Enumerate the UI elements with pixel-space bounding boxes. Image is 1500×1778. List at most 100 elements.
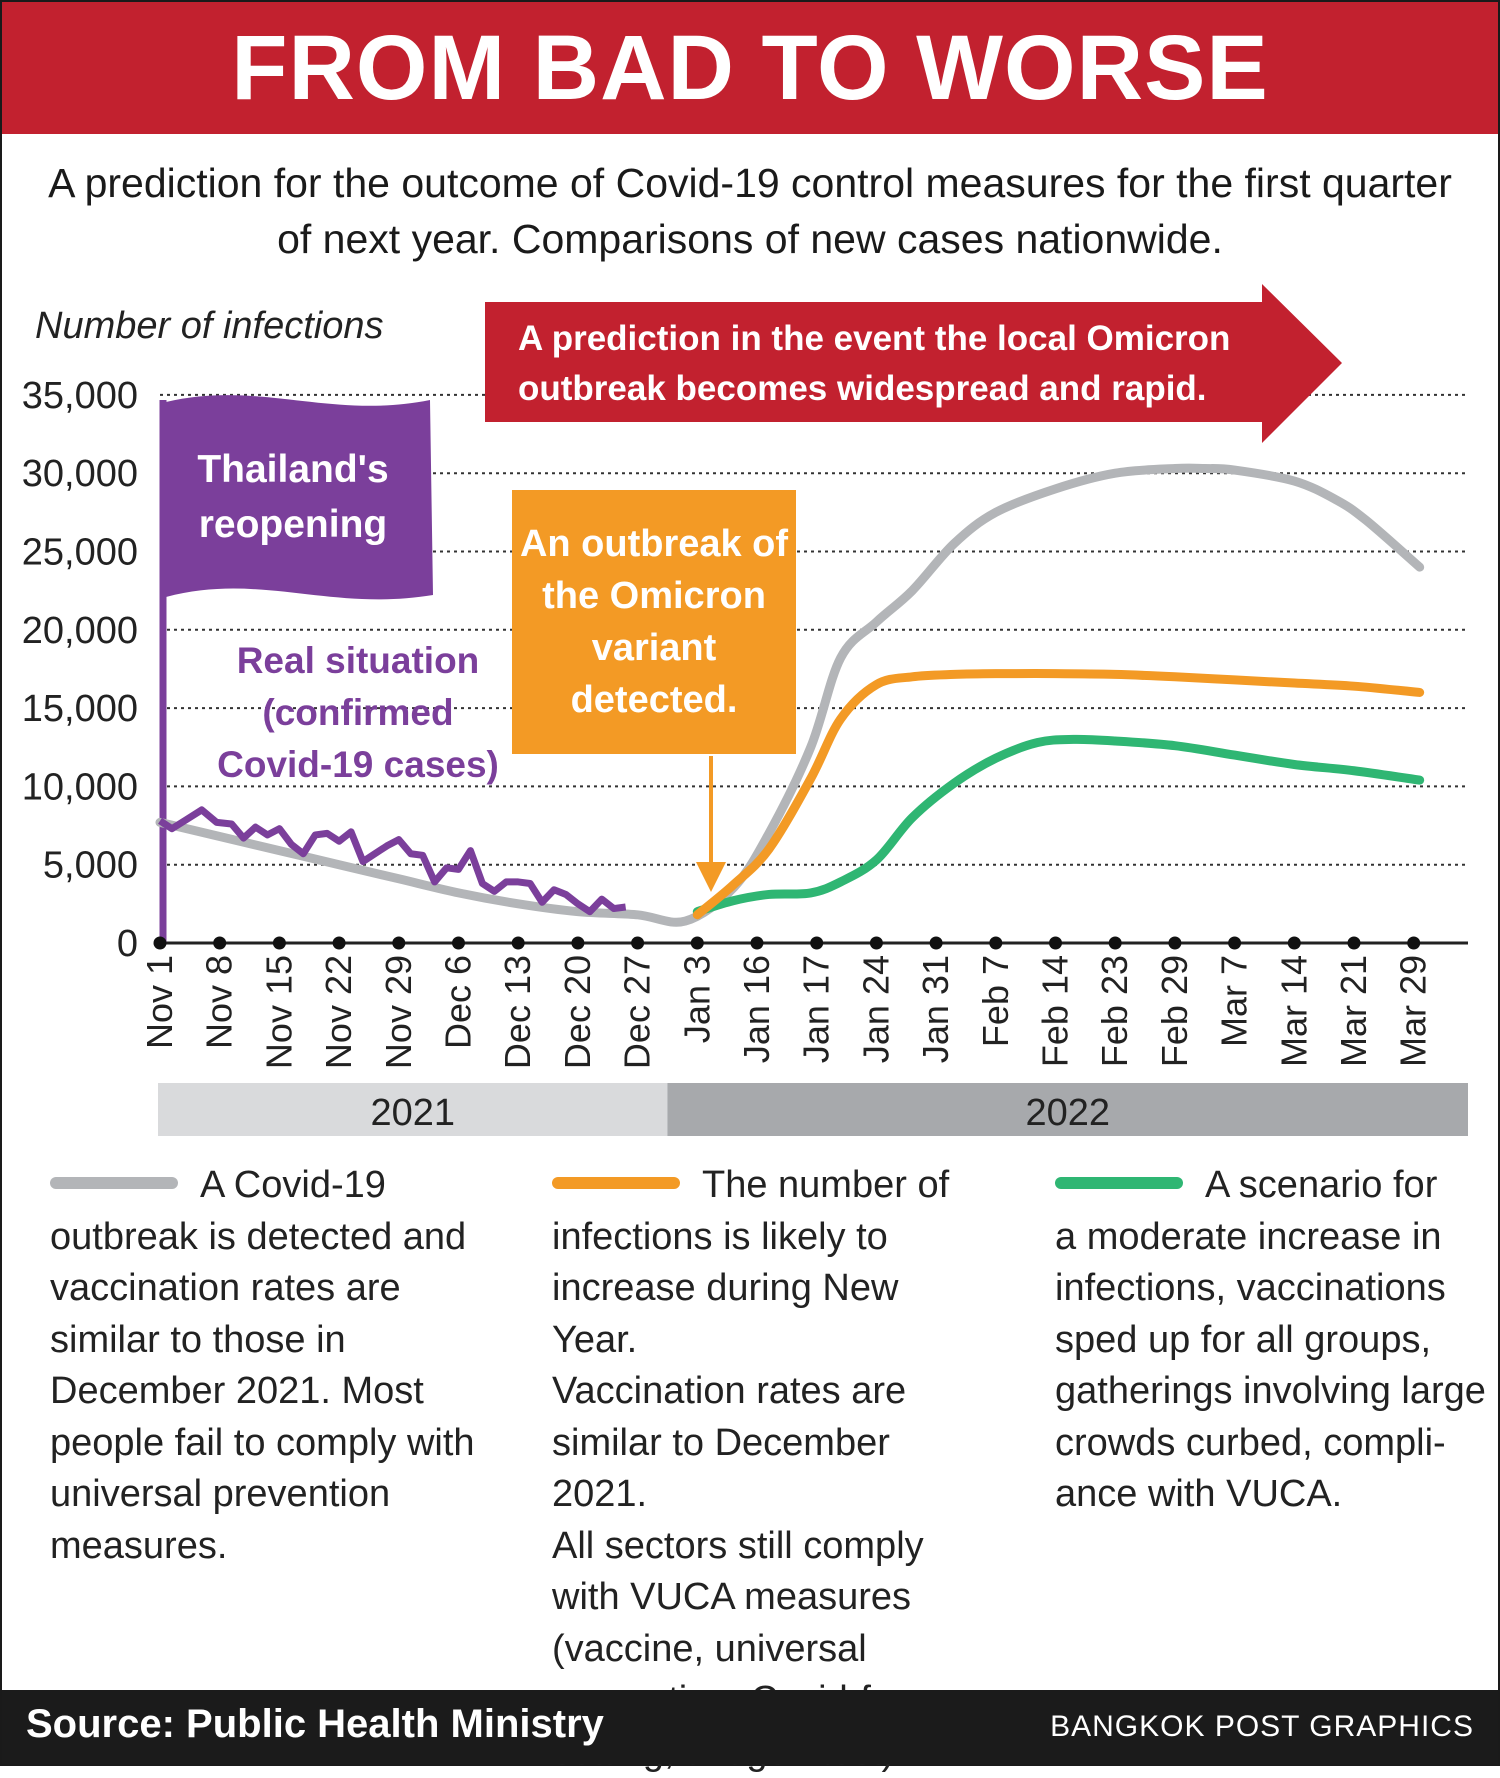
x-tick-group: Mar 14 [1273, 955, 1314, 1067]
x-tick-group: Mar 21 [1333, 955, 1374, 1067]
legend-line: sped up for all groups, [1055, 1315, 1495, 1367]
y-tick-label: 15,000 [22, 688, 138, 730]
x-tick-label: Jan 24 [855, 955, 896, 1063]
arrow-banner-text: A prediction in the event the local Omic… [518, 319, 1230, 358]
x-tick-group: Nov 8 [199, 955, 240, 1049]
legend-orange-first: The number of [702, 1164, 949, 1206]
x-tick-dot [571, 937, 584, 950]
x-tick-group: Dec 20 [557, 955, 598, 1069]
legend-line: a moderate increase in [1055, 1212, 1495, 1264]
legend-line: December 2021. Most [50, 1366, 490, 1418]
x-tick-group: Nov 22 [318, 955, 359, 1069]
legend-green-first: A scenario for [1205, 1164, 1437, 1206]
legend-line: Vaccination rates are [552, 1366, 992, 1418]
year-label: 2022 [1025, 1092, 1110, 1134]
x-tick-label: Mar 29 [1393, 955, 1434, 1067]
x-tick-label: Dec 20 [557, 955, 598, 1069]
omicron-box-text: the Omicron [542, 575, 766, 617]
x-tick-dot [213, 937, 226, 950]
x-tick-group: Jan 16 [736, 955, 777, 1063]
x-tick-label: Feb 29 [1154, 955, 1195, 1067]
x-tick-group: Dec 6 [438, 955, 479, 1049]
legend-line: gatherings involving large [1055, 1366, 1495, 1418]
x-tick-label: Nov 29 [378, 955, 419, 1069]
legend-line: All sectors still comply [552, 1521, 992, 1573]
x-tick-label: Jan 3 [676, 955, 717, 1043]
x-tick-label: Jan 17 [796, 955, 837, 1063]
x-tick-group: Mar 7 [1214, 955, 1255, 1047]
legend-line: increase during New Year. [552, 1263, 992, 1366]
arrow-banner-text: outbreak becomes widespread and rapid. [518, 369, 1207, 408]
x-tick-label: Nov 8 [199, 955, 240, 1049]
legend-line: similar to those in [50, 1315, 490, 1367]
y-tick-label: 20,000 [22, 610, 138, 652]
x-tick-dot [870, 937, 883, 950]
legend-grey-first: A Covid-19 [200, 1164, 386, 1206]
x-tick-label: Feb 23 [1094, 955, 1135, 1067]
legend-line: (vaccine, universal [552, 1624, 992, 1676]
legend-orange-swatch [552, 1177, 680, 1189]
x-tick-group: Nov 15 [258, 955, 299, 1069]
x-tick-dot [333, 937, 346, 950]
x-tick-label: Jan 16 [736, 955, 777, 1063]
legend-line: outbreak is detected and [50, 1212, 490, 1264]
x-tick-dot [631, 937, 644, 950]
flag-label-line: reopening [199, 503, 388, 546]
x-tick-label: Mar 14 [1273, 955, 1314, 1067]
x-tick-label: Nov 22 [318, 955, 359, 1069]
legend-line: vaccination rates are [50, 1263, 490, 1315]
x-tick-label: Feb 14 [1035, 955, 1076, 1067]
omicron-box-text: detected. [571, 679, 738, 721]
legend-line: with VUCA measures [552, 1572, 992, 1624]
x-tick-group: Feb 23 [1094, 955, 1135, 1067]
x-tick-dot [691, 937, 704, 950]
x-tick-dot [1049, 937, 1062, 950]
x-tick-dot [1348, 937, 1361, 950]
omicron-box-text: An outbreak of [520, 523, 788, 565]
x-tick-group: Feb 29 [1154, 955, 1195, 1067]
y-tick-label: 5,000 [43, 845, 138, 887]
x-tick-label: Jan 31 [915, 955, 956, 1063]
series-line-orange [697, 674, 1419, 915]
real-situation-label: (confirmed [262, 692, 453, 733]
legend-grey-swatch [50, 1177, 178, 1189]
source-note: Source: Public Health Ministry [26, 1702, 604, 1747]
x-tick-group: Jan 24 [855, 955, 896, 1063]
x-tick-label: Dec 13 [497, 955, 538, 1069]
y-tick-label: 30,000 [22, 453, 138, 495]
x-tick-dot [1407, 937, 1420, 950]
x-tick-group: Nov 1 [139, 955, 180, 1049]
x-tick-dot [512, 937, 525, 950]
x-tick-label: Nov 15 [258, 955, 299, 1069]
x-tick-group: Mar 29 [1393, 955, 1434, 1067]
legend-line: universal prevention [50, 1469, 490, 1521]
y-tick-label: 0 [117, 923, 138, 965]
x-tick-dot [154, 937, 167, 950]
x-tick-dot [452, 937, 465, 950]
flag-body [166, 395, 433, 599]
x-tick-dot [1168, 937, 1181, 950]
flag-label-line: Thailand's [197, 448, 388, 491]
x-tick-dot [989, 937, 1002, 950]
legend-line: similar to December 2021. [552, 1418, 992, 1521]
real-situation-label: Covid-19 cases) [217, 744, 499, 785]
legend-line: measures. [50, 1521, 490, 1573]
year-label: 2021 [370, 1092, 455, 1134]
x-tick-group: Jan 31 [915, 955, 956, 1063]
legend-line: infections is likely to [552, 1212, 992, 1264]
x-tick-dot [751, 937, 764, 950]
x-tick-group: Dec 13 [497, 955, 538, 1069]
x-tick-label: Nov 1 [139, 955, 180, 1049]
x-tick-group: Feb 7 [975, 955, 1016, 1047]
x-tick-dot [273, 937, 286, 950]
x-tick-label: Mar 7 [1214, 955, 1255, 1047]
x-tick-dot [810, 937, 823, 950]
real-situation-label: Real situation [237, 640, 480, 681]
x-tick-group: Jan 3 [676, 955, 717, 1043]
footer-bar: Source: Public Health Ministry BANGKOK P… [2, 1690, 1498, 1764]
x-tick-label: Feb 7 [975, 955, 1016, 1047]
